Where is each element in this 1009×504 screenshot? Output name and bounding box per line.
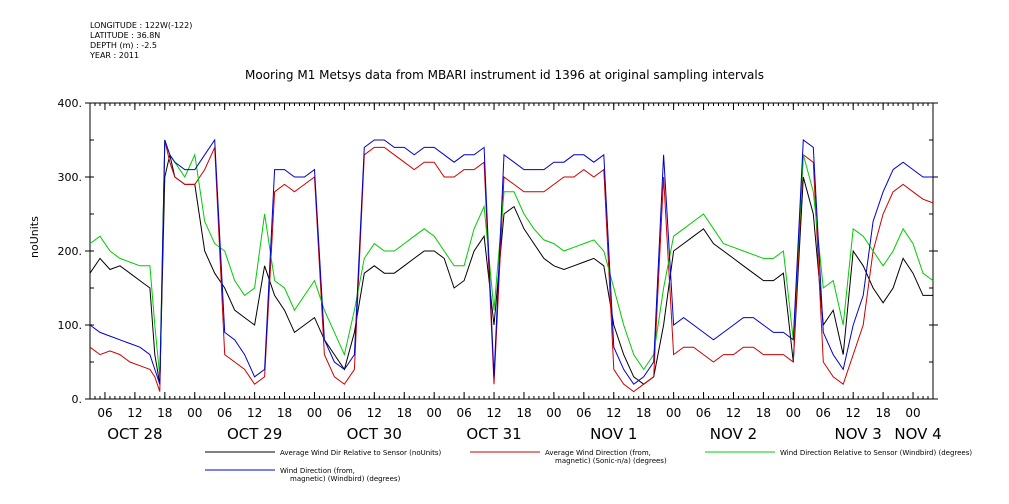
header-depth: DEPTH (m) : -2.5 — [90, 41, 157, 50]
x-day-label: NOV 1 — [590, 425, 637, 443]
series-layer — [89, 138, 934, 393]
x-tick-label: 06 — [97, 406, 112, 420]
x-tick-label: 06 — [217, 406, 232, 420]
y-tick-label: 100. — [58, 319, 83, 332]
x-tick-label: 00 — [427, 406, 442, 420]
x-tick-label: 18 — [636, 406, 651, 420]
x-tick-label: 00 — [307, 406, 322, 420]
y-tick-label: 400. — [58, 97, 83, 110]
legend-label-1: Average Wind Dir Relative to Sensor (noU… — [280, 449, 441, 457]
x-day-label: NOV 2 — [710, 425, 757, 443]
x-tick-label: 00 — [786, 406, 801, 420]
x-tick-label: 00 — [905, 406, 920, 420]
x-tick-label: 18 — [875, 406, 890, 420]
x-tick-label: 18 — [397, 406, 412, 420]
x-day-label: NOV 4 — [894, 425, 941, 443]
x-tick-label: 18 — [157, 406, 172, 420]
x-tick-label: 12 — [846, 406, 861, 420]
x-tick-label: 18 — [756, 406, 771, 420]
chart-title: Mooring M1 Metsys data from MBARI instru… — [245, 68, 764, 82]
x-tick-label: 00 — [546, 406, 561, 420]
x-tick-label: 06 — [337, 406, 352, 420]
x-day-label: OCT 28 — [107, 425, 162, 443]
x-day-label: OCT 30 — [347, 425, 402, 443]
x-day-label: OCT 29 — [227, 425, 282, 443]
y-tick-label: 0. — [72, 393, 83, 406]
x-tick-label: 06 — [456, 406, 471, 420]
plot-frame — [89, 102, 934, 400]
x-tick-label: 12 — [486, 406, 501, 420]
x-tick-label: 12 — [606, 406, 621, 420]
header-longitude: LONGITUDE : 122W(-122) — [90, 21, 193, 30]
x-tick-label: 06 — [696, 406, 711, 420]
x-tick-label: 12 — [127, 406, 142, 420]
x-tick-label: 18 — [516, 406, 531, 420]
x-tick-label: 00 — [187, 406, 202, 420]
x-tick-label: 12 — [726, 406, 741, 420]
y-tick-label: 300. — [58, 171, 83, 184]
legend: Average Wind Dir Relative to Sensor (noU… — [205, 449, 972, 483]
x-axis: 06 12 18 00 06 12 18 00 06 12 18 00 06 12 18 00 06 12 18 00… — [89, 103, 942, 443]
x-tick-label: 12 — [367, 406, 382, 420]
x-day-label: OCT 31 — [466, 425, 521, 443]
header-year: YEAR : 2011 — [90, 51, 140, 60]
series-line-2 — [89, 139, 934, 393]
header-latitude: LATITUDE : 36.8N — [90, 31, 161, 40]
x-tick-label: 00 — [666, 406, 681, 420]
series-line-4 — [89, 138, 933, 385]
x-tick-label: 18 — [277, 406, 292, 420]
x-tick-label: 06 — [816, 406, 831, 420]
x-tick-label: 12 — [247, 406, 262, 420]
y-axis: 0. 100. 200. 300. 400. — [58, 97, 938, 406]
legend-label-2: Average Wind Direction (from, magnetic) (… — [545, 449, 667, 465]
x-tick-label: 06 — [576, 406, 591, 420]
legend-label-3: Wind Direction Relative to Sensor (Windb… — [780, 449, 972, 457]
y-tick-label: 200. — [58, 245, 83, 258]
legend-label-4: Wind Direction (from, magnetic) (Windbird… — [280, 467, 401, 483]
x-day-label: NOV 3 — [835, 425, 882, 443]
series-line-3 — [89, 139, 934, 377]
